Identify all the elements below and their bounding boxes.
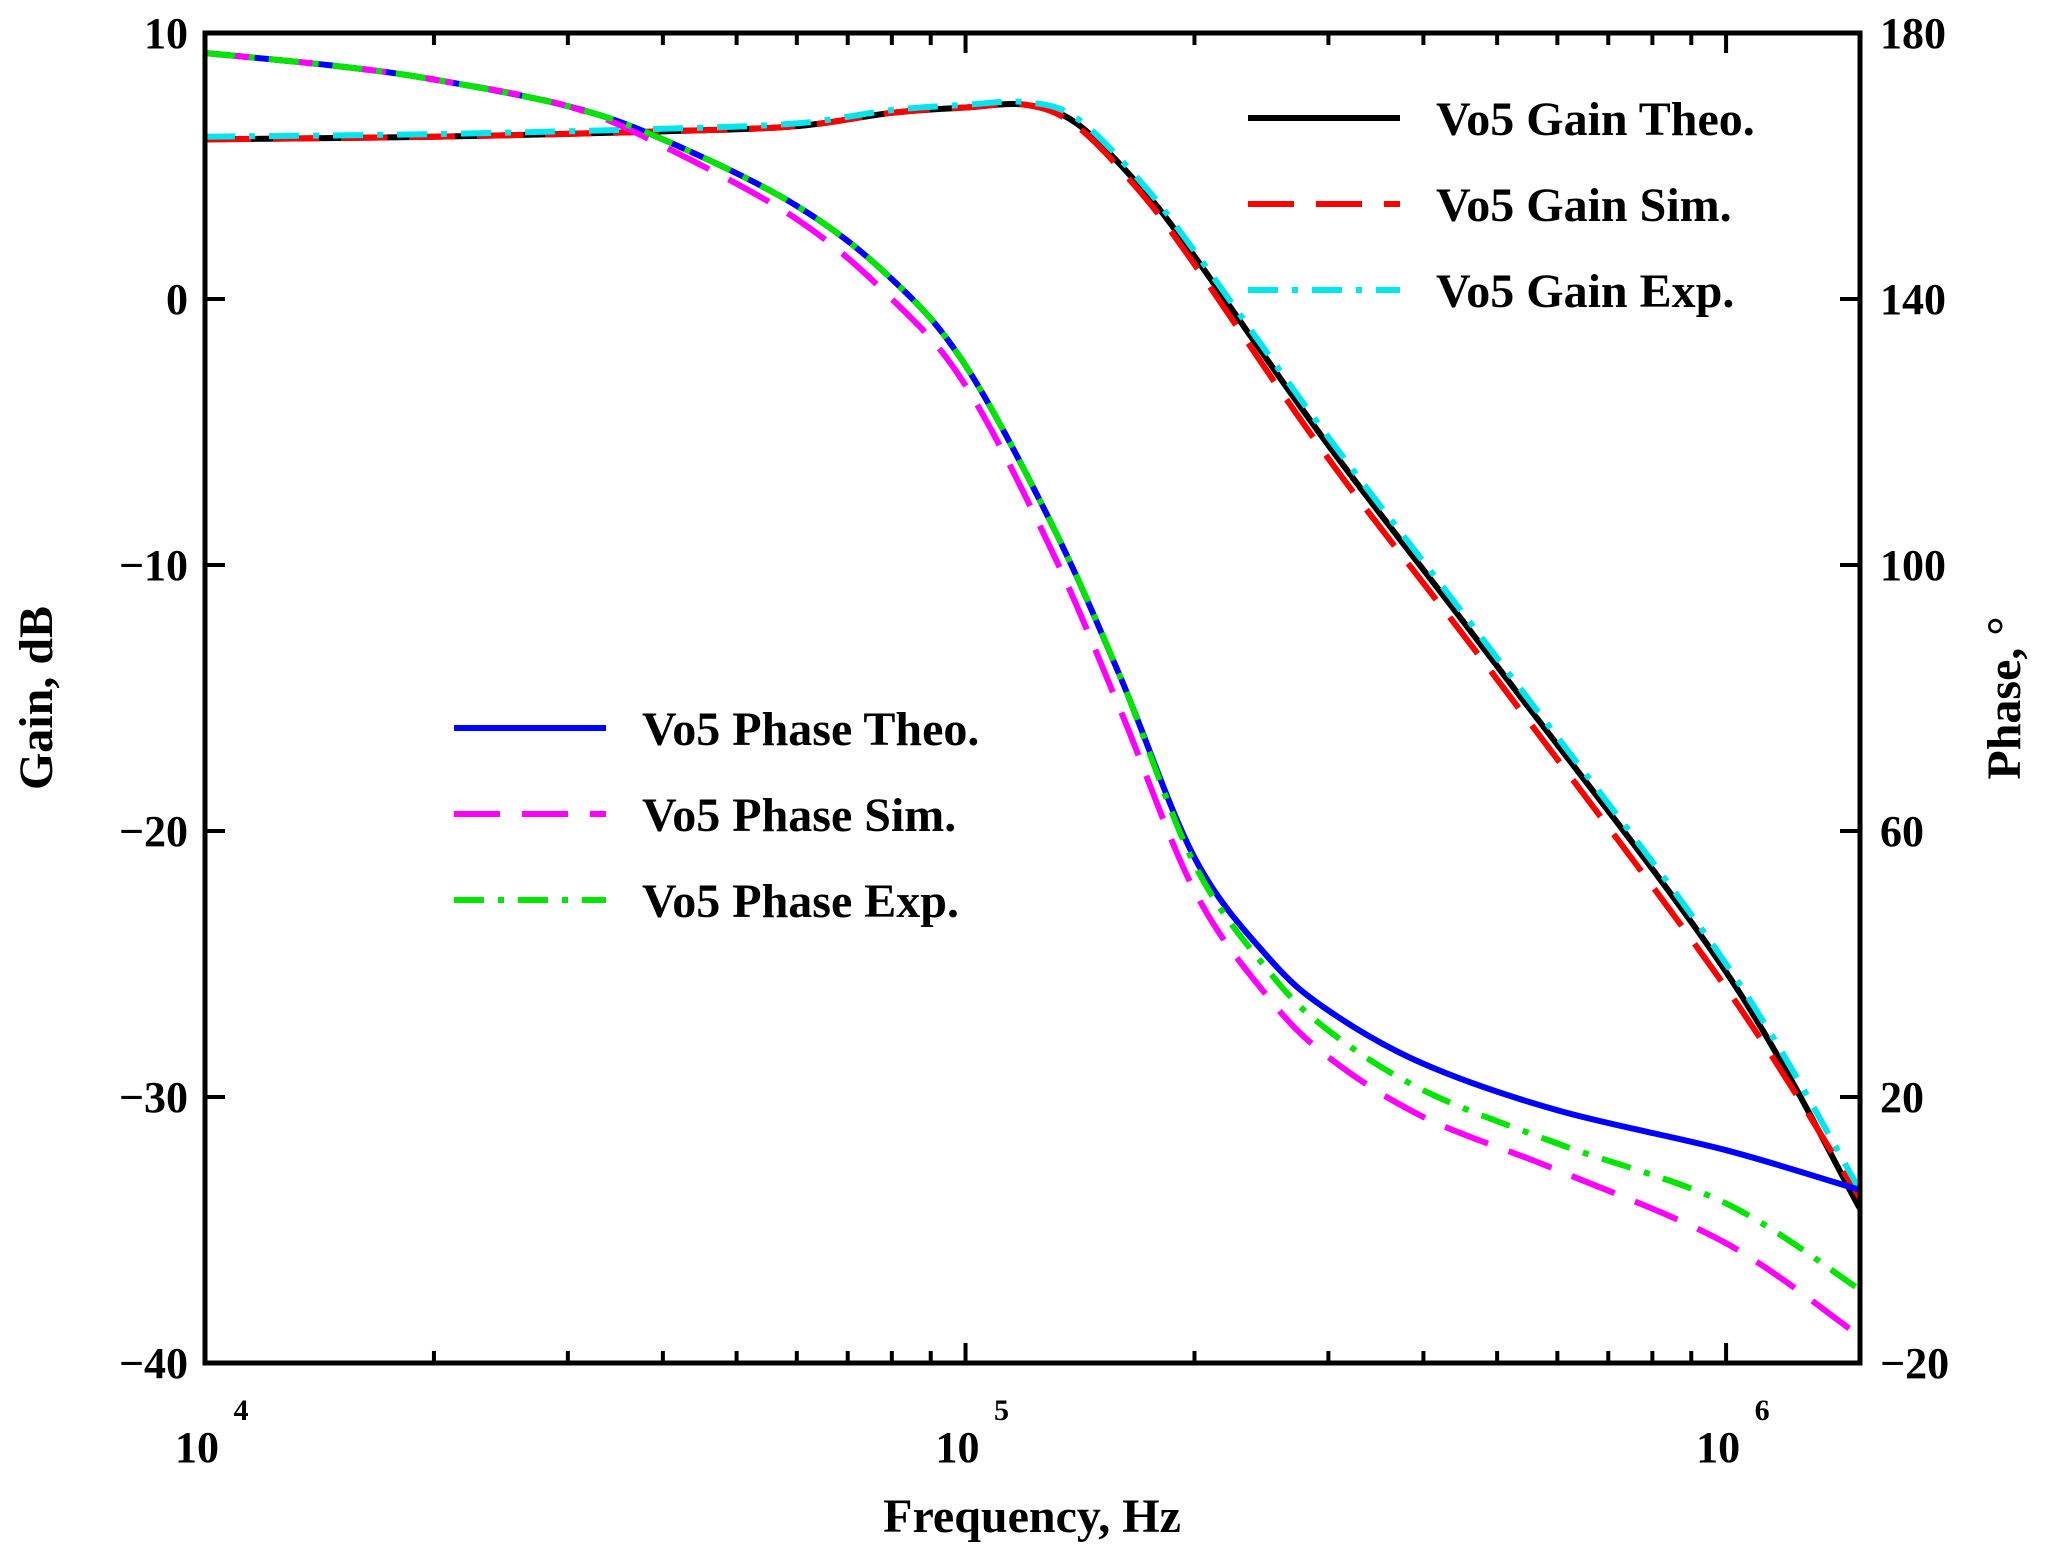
plot-frame <box>202 30 1863 1366</box>
y-tick-label: −40 <box>119 1339 188 1388</box>
legend-label: Vo5 Phase Theo. <box>642 703 979 756</box>
x-tick-label: 10 <box>936 1423 980 1472</box>
y2-tick-label: 20 <box>1880 1073 1924 1122</box>
x-tick-exponent: 5 <box>994 1394 1009 1427</box>
y-tick-label: 10 <box>144 9 188 58</box>
legend-label: Vo5 Gain Theo. <box>1436 93 1755 146</box>
legend-label: Vo5 Gain Sim. <box>1436 179 1732 232</box>
x-tick-label: 10 <box>175 1423 219 1472</box>
y2-tick-label: 180 <box>1880 9 1946 58</box>
series-line-4 <box>204 50 1862 1339</box>
legend-label: Vo5 Gain Exp. <box>1436 265 1734 318</box>
y2-axis-title: Phase, ° <box>1978 616 2031 779</box>
y2-tick-label: −20 <box>1880 1339 1949 1388</box>
y2-tick-label: 100 <box>1880 541 1946 590</box>
y-tick-label: 0 <box>166 275 188 324</box>
y-tick-label: −20 <box>119 807 188 856</box>
x-tick-label: 10 <box>1696 1423 1740 1472</box>
x-tick-exponent: 4 <box>234 1394 249 1427</box>
y-tick-label: −10 <box>119 541 188 590</box>
legend-label: Vo5 Phase Exp. <box>642 875 959 928</box>
legend-layer: Vo5 Gain Theo. Vo5 Gain Sim. Vo5 Gain Exp.… <box>454 93 1755 928</box>
y-axis-title: Gain, dB <box>10 606 63 790</box>
series-line-5 <box>204 50 1862 1293</box>
plot-area <box>205 33 1860 1363</box>
legend-label: Vo5 Phase Sim. <box>642 789 956 842</box>
series-layer <box>204 50 1863 1339</box>
x-axis-title: Frequency, Hz <box>883 1490 1181 1543</box>
y2-tick-label: 140 <box>1880 275 1946 324</box>
series-line-2 <box>204 98 1863 1192</box>
y2-tick-label: 60 <box>1880 807 1924 856</box>
x-tick-exponent: 6 <box>1755 1394 1770 1427</box>
y-tick-label: −30 <box>119 1073 188 1122</box>
